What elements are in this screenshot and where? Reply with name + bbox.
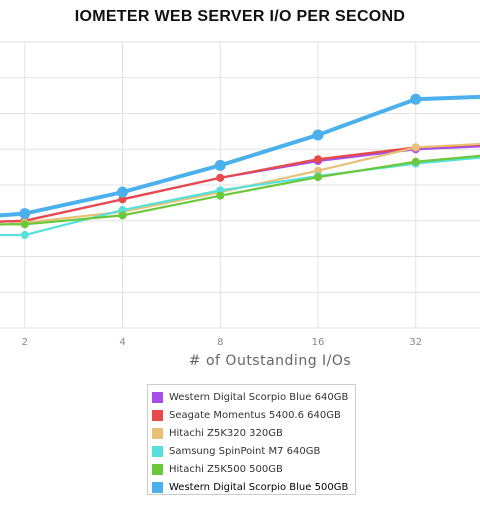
data-point[interactable]	[118, 195, 127, 204]
data-point[interactable]	[118, 211, 127, 220]
legend-label: Hitachi Z5K320 320GB	[169, 427, 283, 439]
series-lines	[0, 93, 480, 240]
data-point[interactable]	[312, 129, 324, 141]
data-point[interactable]	[216, 191, 225, 200]
data-point[interactable]	[410, 93, 422, 105]
series-line	[0, 156, 480, 237]
grid	[0, 41, 480, 329]
x-tick-label: 4	[119, 337, 125, 348]
legend-item[interactable]: Hitachi Z5K320 320GB	[152, 424, 355, 442]
data-point[interactable]	[214, 159, 226, 171]
series	[0, 93, 480, 220]
legend-swatch	[152, 391, 163, 403]
legend-label: Hitachi Z5K500 500GB	[169, 463, 283, 475]
data-point[interactable]	[411, 143, 420, 152]
legend-label: Samsung SpinPoint M7 640GB	[169, 445, 321, 457]
legend-swatch	[152, 409, 163, 421]
data-point[interactable]	[216, 173, 225, 182]
x-tick-labels: 2 4 8 16 32	[22, 337, 423, 348]
legend-item[interactable]: Seagate Momentus 5400.6 640GB	[152, 406, 355, 424]
data-point[interactable]	[20, 231, 29, 240]
chart-title: IOMETER WEB SERVER I/O PER SECOND	[74, 8, 406, 25]
data-point[interactable]	[117, 186, 128, 198]
data-point[interactable]	[19, 208, 31, 220]
series	[0, 156, 480, 240]
x-tick-label: 16	[312, 337, 325, 348]
legend-swatch	[152, 481, 163, 493]
x-tick-label: 8	[217, 337, 223, 348]
series	[0, 143, 480, 225]
series-line	[0, 94, 480, 218]
data-point[interactable]	[20, 220, 29, 229]
legend-label: Seagate Momentus 5400.6 640GB	[169, 409, 341, 421]
legend-label: Western Digital Scorpio Blue 500GB	[169, 481, 349, 493]
legend-item[interactable]: Hitachi Z5K500 500GB	[152, 460, 355, 478]
legend-swatch	[152, 463, 163, 475]
series-line	[0, 143, 480, 223]
x-axis-label: # of Outstanding I/Os	[188, 353, 352, 369]
legend: Western Digital Scorpio Blue 640GB Seagat…	[147, 384, 356, 495]
legend-swatch	[152, 445, 163, 457]
legend-label: Western Digital Scorpio Blue 640GB	[169, 391, 349, 403]
data-point[interactable]	[314, 173, 322, 182]
plot-area: 2 4 8 16 32	[0, 41, 480, 348]
legend-swatch	[152, 427, 163, 439]
data-point[interactable]	[314, 155, 322, 164]
x-tick-label: 32	[409, 337, 422, 348]
series	[0, 154, 480, 229]
legend-item[interactable]: Samsung SpinPoint M7 640GB	[152, 442, 355, 460]
legend-item[interactable]: Western Digital Scorpio Blue 500GB	[152, 478, 355, 496]
legend-item[interactable]: Western Digital Scorpio Blue 640GB	[152, 388, 355, 406]
data-point[interactable]	[411, 157, 420, 166]
x-tick-label: 2	[22, 337, 28, 348]
